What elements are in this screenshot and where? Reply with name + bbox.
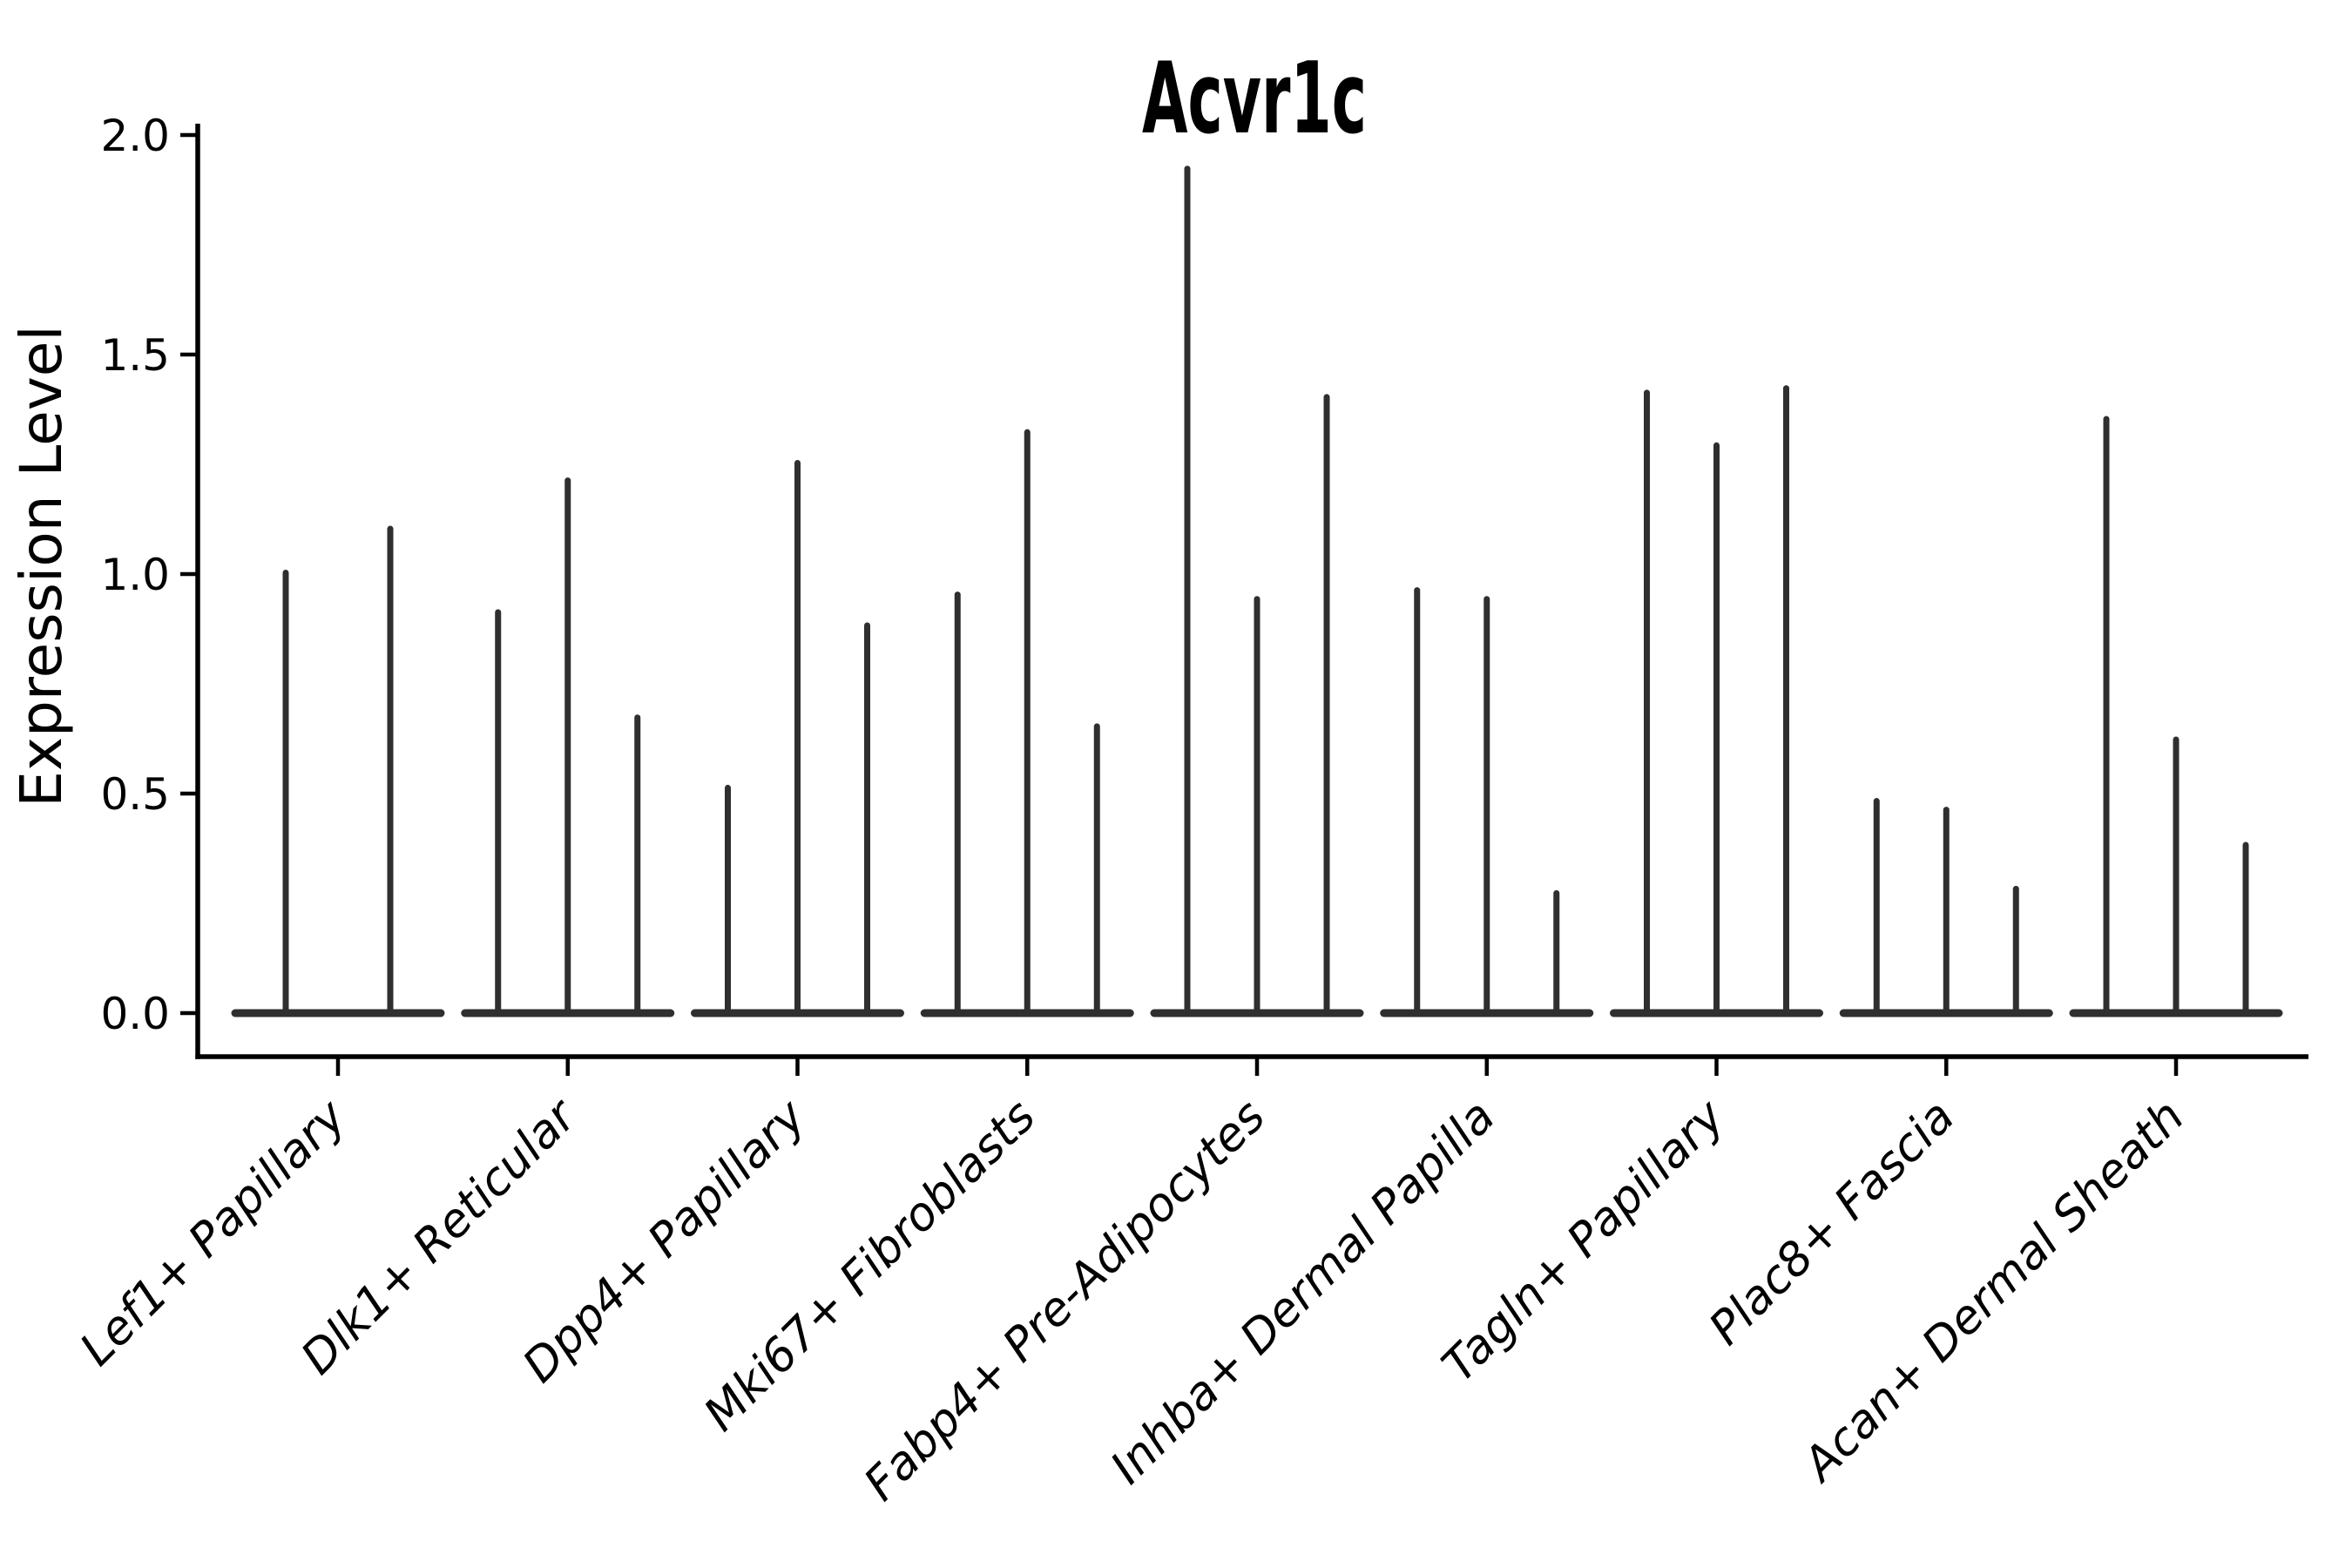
x-tick-label: Plac8+ Fascia (1700, 1090, 1965, 1355)
violin-group (231, 525, 445, 1017)
x-tick-label: Fabp4+ Pre-Adipocytes (855, 1090, 1276, 1511)
violin-spike (1484, 596, 1490, 1017)
y-tick-label: 2.0 (100, 111, 170, 161)
y-tick-label: 0.5 (100, 769, 170, 820)
violin-spike (1943, 807, 1950, 1017)
violin-spike (387, 525, 394, 1017)
y-tick-label: 1.5 (100, 330, 170, 381)
violin-spike (2173, 736, 2180, 1017)
violin-spike (1644, 389, 1650, 1017)
violin-spike (1783, 385, 1789, 1017)
violin-zero-bar (231, 1009, 445, 1017)
violin-spike (495, 609, 502, 1017)
violin-spike (1093, 723, 1100, 1017)
violin-spike (2242, 841, 2249, 1017)
violin-layer (231, 166, 2283, 1017)
violin-spike (634, 714, 641, 1017)
x-tick-label: Acan+ Dermal Sheath (1792, 1090, 2195, 1493)
violin-spike (864, 622, 870, 1017)
violin-spike (1713, 442, 1720, 1017)
violin-group (1150, 166, 1364, 1017)
violin-spike (725, 784, 731, 1017)
violin-group (1380, 587, 1594, 1017)
violin-spike (1323, 394, 1330, 1017)
violin-spike (1184, 166, 1191, 1017)
violin-group (920, 429, 1134, 1017)
violin-spike (1414, 587, 1421, 1017)
violin-group (1610, 385, 1823, 1017)
chart-title: Acvr1c (1142, 41, 1367, 156)
violin-spike (564, 477, 571, 1017)
violin-spike (282, 569, 289, 1017)
violin-spike (1553, 889, 1560, 1017)
violin-spike (1024, 429, 1031, 1017)
violin-spike (2012, 885, 2019, 1017)
violin-group (1839, 798, 2053, 1017)
y-axis-label: Expression Level (8, 325, 75, 807)
violin-spike (954, 591, 961, 1017)
x-tick-label: Inhba+ Dermal Papilla (1101, 1090, 1505, 1494)
violin-group (2069, 416, 2283, 1017)
y-tick-label: 0.0 (100, 989, 170, 1039)
violin-group (461, 477, 675, 1017)
violin-spike (2103, 416, 2110, 1017)
violin-spike (794, 459, 801, 1017)
violin-spike (1254, 596, 1260, 1017)
y-tick-label: 1.0 (100, 550, 170, 600)
violin-spike (1873, 798, 1880, 1017)
violin-group (691, 459, 904, 1017)
